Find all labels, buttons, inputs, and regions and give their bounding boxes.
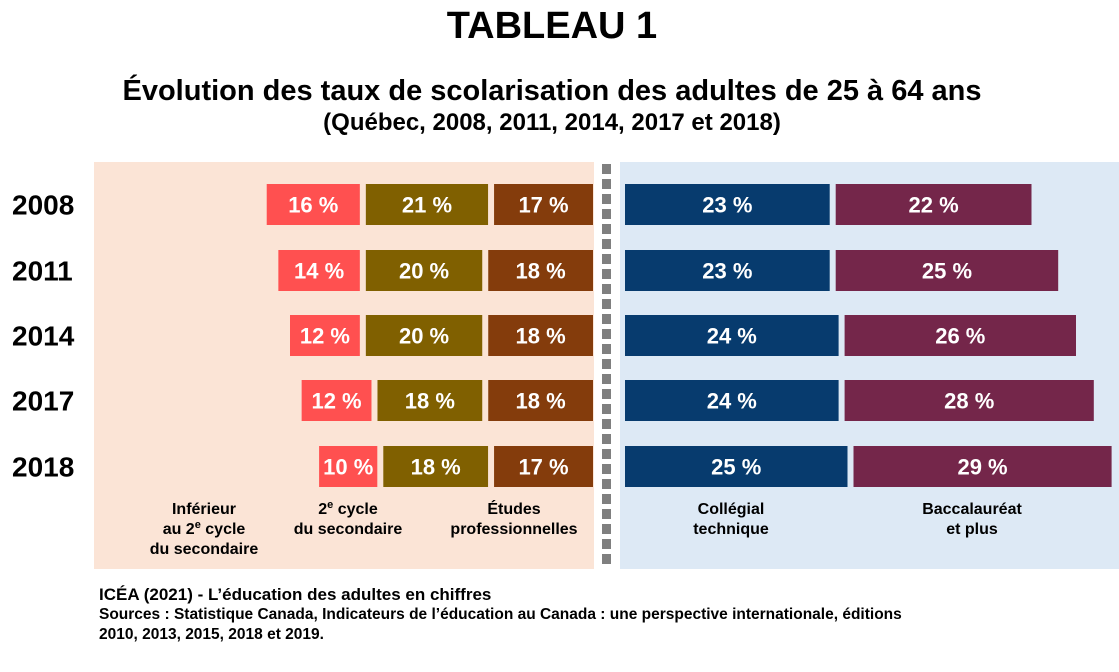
data-label-pro-2018: 17 % — [518, 455, 568, 480]
bar-inf-2011 — [278, 250, 360, 291]
divider-dash — [602, 224, 611, 234]
bar-inf-2008 — [266, 184, 360, 225]
stacked-bar-chart: 2008 16 % 21 % 17 % 23 % 22 % 2011 14 % 20 % 18 %… — [12, 162, 1119, 569]
data-label-pro-2008: 17 % — [518, 193, 568, 218]
divider-dash — [602, 254, 611, 264]
year-label-2014: 2014 — [12, 321, 75, 352]
divider-dash — [602, 389, 611, 399]
data-label-inf-2018: 10 % — [323, 455, 373, 480]
data-label-sec2-2018: 18 % — [411, 455, 461, 480]
bar-col-2017 — [625, 380, 839, 421]
year-label-2011: 2011 — [12, 256, 73, 287]
chart-subtitle-period: (Québec, 2008, 2011, 2014, 2017 et 2018) — [323, 109, 781, 136]
divider-dash — [602, 284, 611, 294]
divider-dash — [602, 179, 611, 189]
year-label-2008: 2008 — [12, 190, 74, 221]
bar-sec2-2018 — [383, 446, 489, 487]
bar-inf-2014 — [290, 315, 360, 356]
data-label-inf-2014: 12 % — [300, 324, 350, 349]
category-label-inferieur: Inférieur au 2e cycle du secondaire — [150, 501, 259, 558]
divider-dash — [602, 164, 611, 174]
data-label-bac-2017: 28 % — [944, 389, 994, 414]
divider-dash — [602, 239, 611, 249]
divider-dash — [602, 314, 611, 324]
data-label-bac-2008: 22 % — [909, 193, 959, 218]
bar-sec2-2011 — [365, 250, 483, 291]
divider-dash — [602, 479, 611, 489]
data-label-col-2018: 25 % — [711, 455, 761, 480]
bar-col-2011 — [625, 250, 830, 291]
bar-bac-2017 — [844, 380, 1094, 421]
divider-dash — [602, 374, 611, 384]
data-label-col-2011: 23 % — [702, 259, 752, 284]
data-label-inf-2008: 16 % — [288, 193, 338, 218]
bar-col-2008 — [625, 184, 830, 225]
sources-note-line-1: Sources : Statistique Canada, Indicateur… — [99, 606, 902, 623]
data-label-bac-2011: 25 % — [922, 259, 972, 284]
data-label-pro-2011: 18 % — [516, 259, 566, 284]
bar-sec2-2014 — [365, 315, 483, 356]
divider-dash — [602, 269, 611, 279]
data-label-inf-2017: 12 % — [311, 389, 361, 414]
divider-dash — [602, 464, 611, 474]
divider-dash — [602, 434, 611, 444]
bar-bac-2018 — [853, 446, 1112, 487]
divider-dash — [602, 419, 611, 429]
bar-col-2018 — [625, 446, 848, 487]
divider-dash — [602, 404, 611, 414]
bar-inf-2017 — [301, 380, 372, 421]
divider-dash — [602, 509, 611, 519]
year-label-2017: 2017 — [12, 386, 74, 417]
bar-pro-2014 — [488, 315, 593, 356]
data-label-col-2017: 24 % — [707, 389, 757, 414]
bar-bac-2014 — [844, 315, 1076, 356]
data-label-sec2-2014: 20 % — [399, 324, 449, 349]
category-label-2e-cycle: 2e cycle du secondaire — [294, 499, 403, 538]
divider-dash — [602, 194, 611, 204]
bar-pro-2017 — [488, 380, 593, 421]
data-label-pro-2017: 18 % — [516, 389, 566, 414]
divider-dash — [602, 539, 611, 549]
sources-note-line-2: 2010, 2013, 2015, 2018 et 2019. — [99, 626, 324, 643]
bar-inf-2018 — [319, 446, 378, 487]
divider-dash — [602, 554, 611, 564]
data-label-bac-2014: 26 % — [935, 324, 985, 349]
chart-title: TABLEAU 1 — [446, 5, 658, 47]
category-label-etudes-pro: Études professionnelles — [450, 499, 577, 538]
bar-bac-2008 — [835, 184, 1032, 225]
chart-footer: ICÉA (2021) - L’éducation des adultes en… — [99, 584, 1099, 645]
divider-dash — [602, 299, 611, 309]
bar-pro-2011 — [488, 250, 593, 291]
bar-bac-2011 — [835, 250, 1059, 291]
data-label-sec2-2011: 20 % — [399, 259, 449, 284]
data-label-col-2014: 24 % — [707, 324, 757, 349]
category-label-baccalaureat: Baccalauréat et plus — [922, 501, 1022, 538]
year-label-2018: 2018 — [12, 452, 74, 483]
category-label-collegial: Collégial technique — [693, 501, 769, 538]
data-label-pro-2014: 18 % — [516, 324, 566, 349]
data-label-inf-2011: 14 % — [294, 259, 344, 284]
divider-dash — [602, 209, 611, 219]
left-panel-background — [94, 162, 594, 569]
divider-dash — [602, 449, 611, 459]
data-label-bac-2018: 29 % — [957, 455, 1007, 480]
divider-dash — [602, 524, 611, 534]
source-credit: ICÉA (2021) - L’éducation des adultes en… — [99, 585, 492, 604]
divider-dash — [602, 494, 611, 504]
bar-col-2014 — [625, 315, 839, 356]
divider-dash — [602, 344, 611, 354]
bar-pro-2018 — [494, 446, 593, 487]
right-panel-background — [620, 162, 1119, 569]
divider-dash — [602, 359, 611, 369]
bar-sec2-2008 — [365, 184, 489, 225]
bar-sec2-2017 — [377, 380, 483, 421]
chart-subtitle: Évolution des taux de scolarisation des … — [122, 75, 982, 107]
bar-pro-2008 — [494, 184, 593, 225]
data-label-sec2-2008: 21 % — [402, 193, 452, 218]
data-label-col-2008: 23 % — [702, 193, 752, 218]
data-label-sec2-2017: 18 % — [405, 389, 455, 414]
divider-dash — [602, 329, 611, 339]
